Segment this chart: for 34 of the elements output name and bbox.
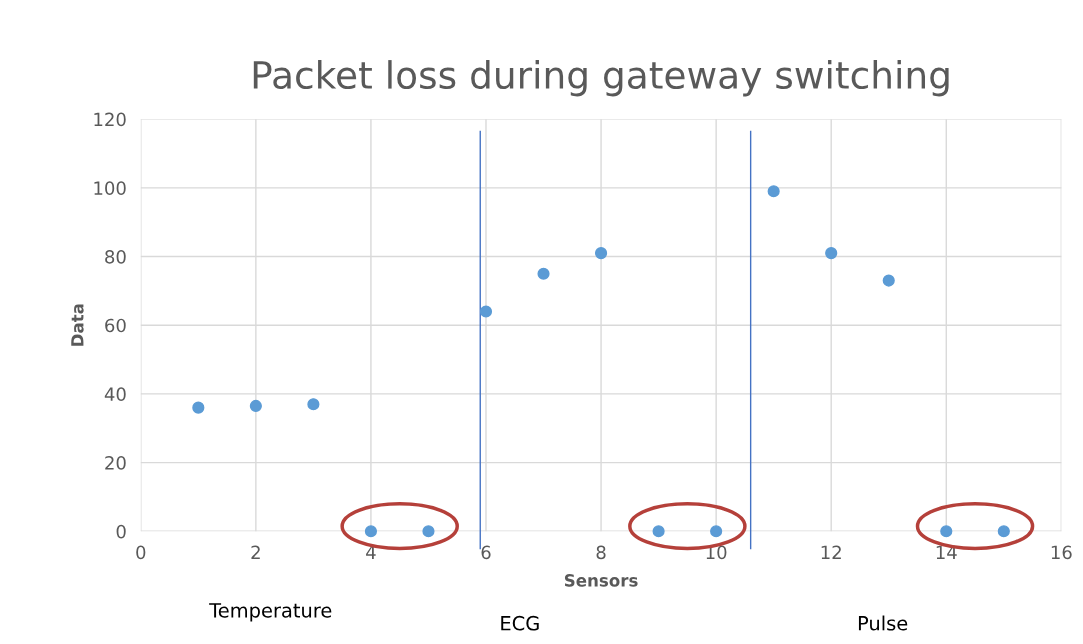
point <box>882 274 895 287</box>
text: Temperature <box>209 603 332 622</box>
point <box>537 267 550 280</box>
point <box>192 401 205 414</box>
point <box>997 525 1010 538</box>
point <box>767 185 780 198</box>
point <box>594 247 608 260</box>
y-axis-title: Data <box>71 304 84 346</box>
y-tick-label: 20 <box>105 456 126 470</box>
point <box>940 525 953 538</box>
point <box>825 247 838 260</box>
point <box>249 399 262 413</box>
y-tick-label: 0 <box>116 524 126 539</box>
text: ECG <box>501 615 539 631</box>
x-tick-label: 8 <box>596 545 606 560</box>
y-tick-label: 120 <box>94 112 126 127</box>
point <box>479 305 493 318</box>
point <box>652 525 665 538</box>
point <box>307 398 320 411</box>
y-tick-label: 100 <box>94 181 126 195</box>
text: Pulse <box>858 615 908 631</box>
x-tick-label: 2 <box>251 545 260 559</box>
y-tick-label: 60 <box>105 318 126 333</box>
point <box>710 525 723 538</box>
x-tick-label: 6 <box>481 545 491 560</box>
point <box>364 525 378 538</box>
x-tick-label: 0 <box>136 545 146 560</box>
x-tick-label: 12 <box>821 545 841 559</box>
x-tick-label: 16 <box>1051 545 1072 560</box>
x-axis-title: Sensors <box>564 574 638 587</box>
point <box>422 525 435 538</box>
y-tick-label: 40 <box>104 387 126 402</box>
y-tick-label: 80 <box>105 249 126 264</box>
chart-title: Packet loss during gateway switching <box>253 60 949 97</box>
